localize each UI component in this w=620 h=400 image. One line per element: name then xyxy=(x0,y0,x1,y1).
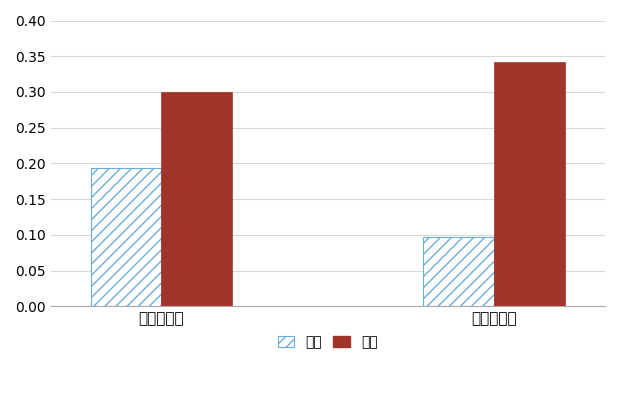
Bar xyxy=(423,237,494,306)
Bar xyxy=(494,62,565,306)
Bar xyxy=(91,168,161,306)
Legend: 月次, 年次: 月次, 年次 xyxy=(271,329,385,356)
Bar xyxy=(161,92,232,306)
